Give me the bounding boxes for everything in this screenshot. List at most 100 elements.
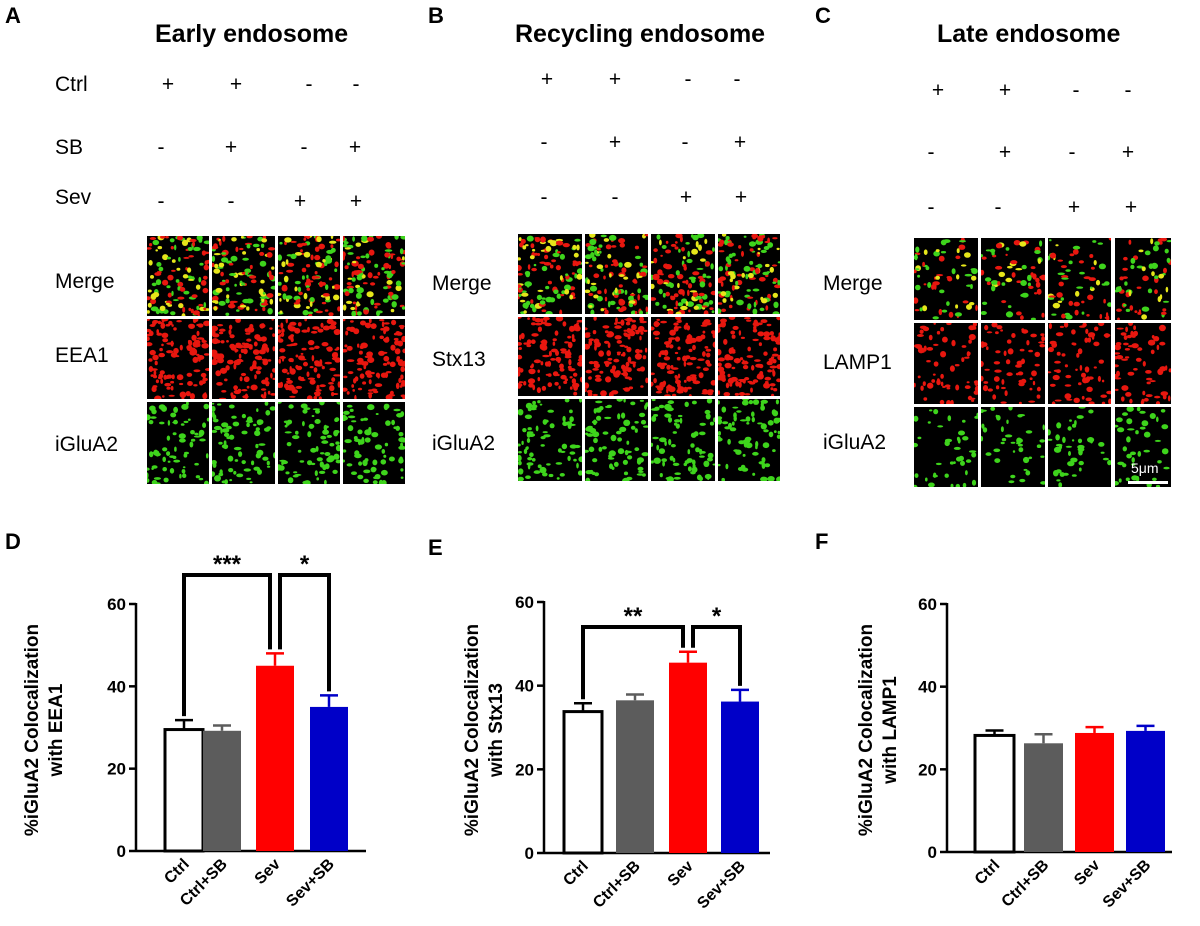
fluorescent-puncta (343, 459, 345, 463)
fluorescent-puncta (776, 476, 780, 481)
fluorescent-puncta (674, 336, 681, 342)
fluorescent-puncta (335, 444, 340, 452)
fluorescent-puncta (919, 329, 924, 334)
fluorescent-puncta (1161, 311, 1167, 315)
fluorescent-puncta (922, 261, 925, 267)
fluorescent-puncta (330, 244, 334, 249)
fluorescent-puncta (314, 271, 318, 275)
sign-a-ctrl-3: - (305, 73, 313, 96)
fluorescent-puncta (685, 242, 690, 245)
micrograph-cell (651, 317, 715, 396)
fluorescent-puncta (667, 274, 675, 279)
fluorescent-puncta (617, 352, 621, 356)
fluorescent-puncta (373, 390, 379, 394)
fluorescent-puncta (1034, 292, 1038, 295)
fluorescent-puncta (962, 419, 966, 423)
fluorescent-puncta (371, 432, 379, 438)
fluorescent-puncta (659, 239, 662, 246)
fluorescent-puncta (594, 341, 601, 348)
fluorescent-puncta (398, 359, 403, 362)
fluorescent-puncta (1072, 423, 1077, 428)
fluorescent-puncta (631, 319, 636, 323)
fluorescent-puncta (1053, 446, 1062, 453)
fluorescent-puncta (626, 328, 634, 334)
fluorescent-puncta (1086, 386, 1093, 392)
fluorescent-puncta (294, 327, 301, 334)
fluorescent-puncta (617, 413, 621, 420)
fluorescent-puncta (1086, 314, 1090, 317)
fluorescent-puncta (740, 336, 745, 339)
fluorescent-puncta (281, 328, 285, 333)
fluorescent-puncta (313, 276, 321, 279)
fluorescent-puncta (1156, 416, 1159, 423)
fluorescent-puncta (162, 254, 169, 261)
fluorescent-puncta (1121, 358, 1128, 361)
fluorescent-puncta (929, 409, 933, 412)
fluorescent-puncta (228, 329, 232, 335)
fluorescent-puncta (545, 245, 552, 252)
fluorescent-puncta (637, 294, 640, 301)
fluorescent-puncta (1079, 364, 1083, 371)
fluorescent-puncta (621, 267, 627, 273)
fluorescent-puncta (344, 344, 348, 348)
fluorescent-puncta (651, 297, 657, 301)
fluorescent-puncta (395, 382, 400, 389)
fluorescent-puncta (922, 350, 925, 353)
fluorescent-puncta (1088, 409, 1094, 414)
fluorescent-puncta (518, 264, 522, 272)
fluorescent-puncta (147, 478, 150, 483)
fluorescent-puncta (526, 431, 534, 434)
fluorescent-puncta (914, 473, 919, 478)
fluorescent-puncta (316, 373, 321, 379)
fluorescent-puncta (692, 463, 696, 470)
fluorescent-puncta (965, 470, 968, 476)
fluorescent-puncta (233, 363, 237, 370)
sign-b-r3-3: + (679, 186, 693, 209)
fluorescent-puncta (537, 464, 542, 469)
fluorescent-puncta (285, 471, 290, 475)
micrograph-cell (518, 399, 582, 481)
fluorescent-puncta (530, 299, 534, 304)
fluorescent-puncta (693, 305, 699, 310)
sign-c-r3-4: + (1124, 196, 1138, 219)
fluorescent-puncta (314, 419, 321, 424)
fluorescent-puncta (335, 374, 340, 377)
fluorescent-puncta (222, 279, 226, 283)
fluorescent-puncta (281, 285, 288, 292)
fluorescent-puncta (679, 235, 683, 243)
fluorescent-puncta (1075, 290, 1080, 297)
fluorescent-puncta (219, 281, 226, 286)
fluorescent-puncta (658, 448, 666, 454)
fluorescent-puncta (675, 311, 682, 314)
fluorescent-puncta (774, 284, 780, 289)
fluorescent-puncta (281, 368, 288, 374)
fluorescent-puncta (956, 274, 960, 280)
fluorescent-puncta (1049, 252, 1057, 259)
fluorescent-puncta (592, 256, 597, 262)
fluorescent-puncta (344, 265, 349, 270)
fluorescent-puncta (1154, 275, 1159, 279)
fluorescent-puncta (685, 322, 689, 326)
fluorescent-puncta (766, 323, 772, 327)
fluorescent-puncta (285, 259, 289, 265)
fluorescent-puncta (256, 366, 262, 370)
fluorescent-puncta (616, 340, 622, 344)
fluorescent-puncta (707, 391, 713, 396)
fluorescent-puncta (364, 458, 369, 462)
fluorescent-puncta (547, 280, 552, 285)
fluorescent-puncta (1076, 286, 1084, 289)
fluorescent-puncta (1161, 424, 1169, 430)
fluorescent-puncta (705, 413, 711, 420)
fluorescent-puncta (1081, 311, 1085, 315)
fluorescent-puncta (718, 250, 725, 253)
fluorescent-puncta (262, 291, 266, 295)
fluorescent-puncta (228, 324, 233, 330)
fluorescent-puncta (149, 243, 153, 247)
fluorescent-puncta (326, 319, 334, 325)
fluorescent-puncta (604, 264, 609, 268)
fluorescent-puncta (721, 477, 725, 481)
fluorescent-puncta (391, 419, 395, 426)
fluorescent-puncta (267, 308, 273, 315)
fluorescent-puncta (619, 344, 626, 347)
fluorescent-puncta (374, 305, 378, 309)
